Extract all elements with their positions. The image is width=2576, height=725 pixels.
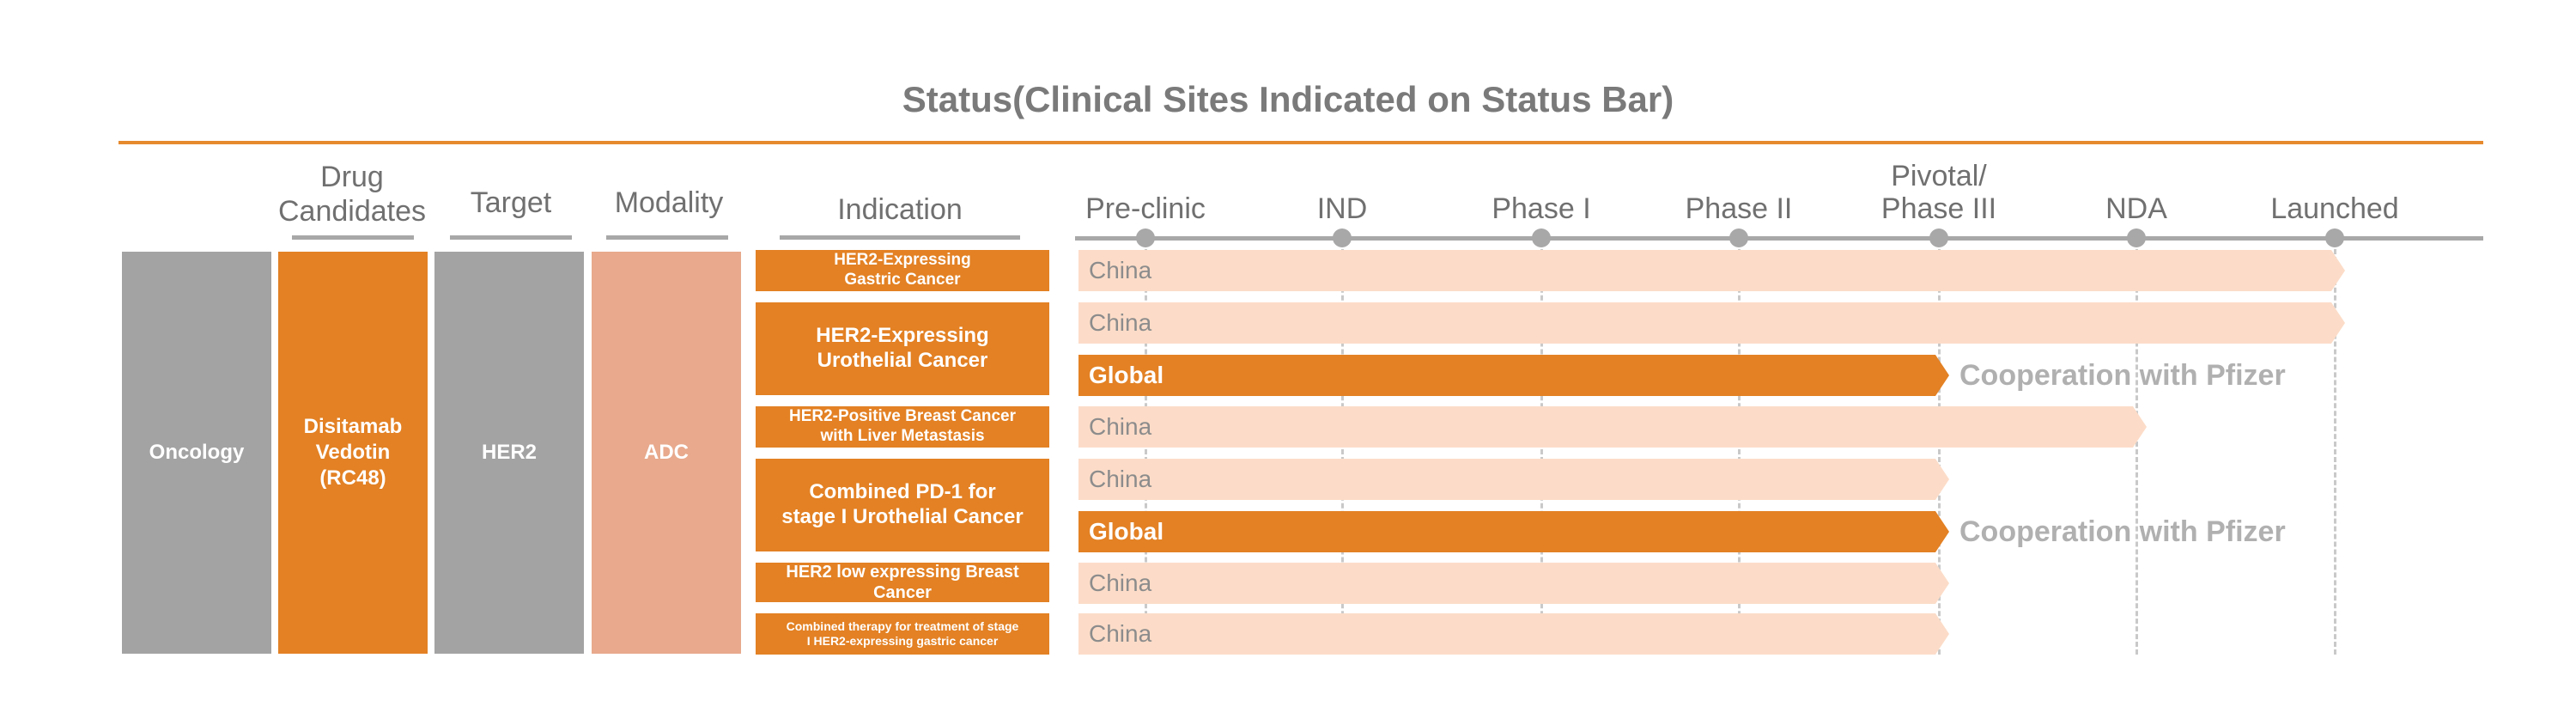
stage-label: Pre-clinic [1085, 192, 1206, 225]
indication-box: Combined PD-1 for stage I Urothelial Can… [756, 459, 1049, 551]
drug-candidates-header: Drug Candidates [277, 161, 426, 228]
status-bar: Global [1078, 355, 1949, 396]
indication-box: HER2 low expressing Breast Cancer [756, 563, 1049, 602]
stage-label: Launched [2270, 192, 2399, 225]
cooperation-note: Cooperation with Pfizer [1959, 515, 2286, 548]
target-block: HER2 [434, 252, 584, 654]
site-label: Global [1089, 362, 1164, 388]
indication-label: Combined therapy for treatment of stage … [786, 619, 1019, 648]
site-label: China [1089, 413, 1152, 440]
stage-guide-line [1938, 249, 1941, 655]
status-bar: China [1078, 563, 1949, 604]
indication-label: HER2-Expressing Gastric Cancer [834, 251, 971, 289]
site-label: China [1089, 309, 1152, 336]
indication-label: HER2-Expressing Urothelial Cancer [816, 324, 989, 372]
stage-dot [1333, 228, 1352, 247]
cooperation-note: Cooperation with Pfizer [1959, 359, 2286, 392]
status-bar: China [1078, 459, 1949, 500]
stage-label: IND [1316, 192, 1368, 225]
stage-guide-line [2334, 249, 2336, 655]
modality-label: ADC [644, 441, 689, 464]
indication-box: HER2-Expressing Urothelial Cancer [756, 302, 1049, 395]
modality-header: Modality [614, 186, 724, 219]
site-label: Global [1089, 518, 1164, 545]
status-bar: Global [1078, 511, 1949, 552]
stage-label: Phase I [1492, 192, 1591, 225]
indication-label: HER2 low expressing Breast Cancer [786, 563, 1019, 602]
status-bar: China [1078, 406, 2147, 448]
indication-box: HER2-Expressing Gastric Cancer [756, 250, 1049, 291]
stage-guide-line [1341, 249, 1344, 655]
stage-label: NDA [2105, 192, 2167, 225]
therapeutic-area-block: Oncology [122, 252, 271, 654]
title-divider [118, 141, 2483, 144]
stage-label: Phase II [1685, 192, 1793, 225]
chart-title: Status(Clinical Sites Indicated on Statu… [902, 79, 1674, 119]
therapeutic-area-label: Oncology [149, 441, 245, 464]
stage-dot [1136, 228, 1155, 247]
site-label: China [1089, 466, 1152, 492]
stage-guide-line [1738, 249, 1741, 655]
indication-box: HER2-Positive Breast Cancer with Liver M… [756, 406, 1049, 448]
indication-header: Indication [837, 193, 963, 226]
target-underline [450, 235, 572, 240]
drug-block: Disitamab Vedotin (RC48) [278, 252, 428, 654]
stage-dot [1929, 228, 1948, 247]
stage-dot [2127, 228, 2146, 247]
stage-dot [2325, 228, 2344, 247]
modality-block: ADC [592, 252, 741, 654]
stage-axis [1075, 236, 2483, 241]
site-label: China [1089, 620, 1152, 647]
stage-guide-line [1145, 249, 1147, 655]
stage-guide-line [2136, 249, 2138, 655]
site-label: China [1089, 257, 1152, 283]
target-header: Target [470, 186, 552, 219]
status-bar: China [1078, 613, 1949, 655]
drug-candidates-underline [292, 235, 414, 240]
site-label: China [1089, 570, 1152, 596]
target-label: HER2 [481, 441, 538, 464]
stage-guide-line [1540, 249, 1543, 655]
stage-dot [1532, 228, 1551, 247]
stage-label: Pivotal/ Phase III [1880, 160, 1997, 225]
status-bar: China [1078, 302, 2345, 344]
status-bar: China [1078, 250, 2345, 291]
modality-underline [606, 235, 728, 240]
indication-box: Combined therapy for treatment of stage … [756, 613, 1049, 655]
indication-label: Combined PD-1 for stage I Urothelial Can… [781, 480, 1024, 528]
stage-dot [1729, 228, 1748, 247]
indication-label: HER2-Positive Breast Cancer with Liver M… [789, 407, 1016, 445]
drug-label: Disitamab Vedotin (RC48) [303, 415, 403, 490]
indication-underline [780, 235, 1020, 240]
